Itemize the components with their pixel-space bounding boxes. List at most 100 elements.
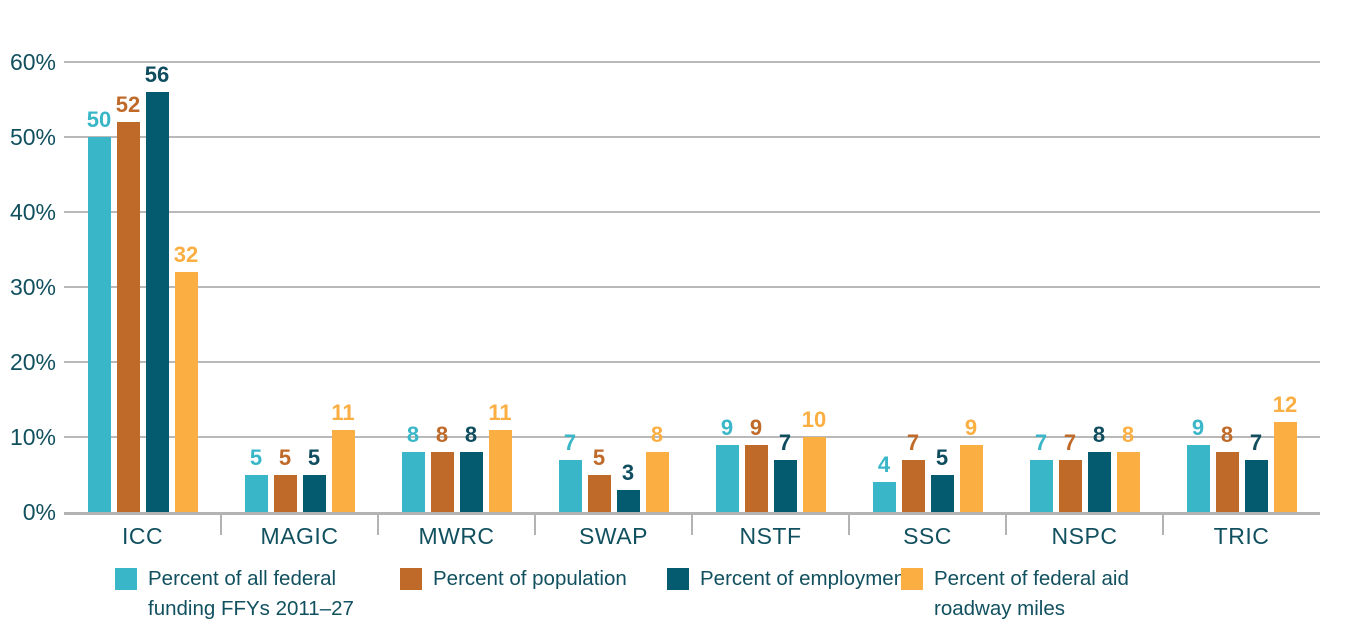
bar-group-nstf: 9 9 7 10 bbox=[692, 62, 849, 512]
legend-label: Percent of employment bbox=[700, 564, 911, 594]
legend-label-line: roadway miles bbox=[934, 597, 1066, 620]
legend: Percent of all federal funding FFYs 2011–… bbox=[0, 564, 1354, 628]
bar-roadway-miles-magic: 11 bbox=[331, 400, 355, 512]
value-label: 7 bbox=[1063, 429, 1077, 455]
legend-item-roadway-miles: Percent of federal aid roadway miles bbox=[901, 564, 1129, 624]
x-axis-tick bbox=[220, 515, 222, 535]
value-label: 10 bbox=[801, 407, 827, 432]
value-label: 7 bbox=[1249, 429, 1263, 455]
y-axis-tick-label: 10% bbox=[9, 424, 56, 450]
bar-employment-icc: 56 bbox=[145, 62, 169, 512]
bar-federal-funding-icc: 50 bbox=[87, 107, 111, 512]
bar-group-mwrc: 8 8 8 11 bbox=[378, 62, 535, 512]
y-axis-tick-label: 40% bbox=[9, 199, 56, 225]
legend-item-federal-funding: Percent of all federal funding FFYs 2011–… bbox=[115, 564, 354, 624]
bar-employment-swap: 3 bbox=[616, 460, 640, 512]
legend-label-line: Percent of all federal bbox=[148, 567, 337, 590]
legend-swatch bbox=[400, 568, 422, 590]
y-axis-tick-label: 50% bbox=[9, 124, 56, 150]
value-label: 8 bbox=[435, 422, 449, 447]
x-axis-ticks bbox=[64, 512, 1320, 536]
y-axis-tick-label: 0% bbox=[22, 499, 56, 525]
value-label: 8 bbox=[464, 422, 478, 447]
bar-employment-mwrc: 8 bbox=[459, 422, 483, 512]
value-label: 11 bbox=[331, 399, 355, 425]
category-label-nspc: NSPC bbox=[1051, 523, 1118, 549]
bar-population-magic: 5 bbox=[273, 445, 297, 512]
legend-item-employment: Percent of employment bbox=[667, 564, 911, 594]
bar-roadway-miles-tric: 12 bbox=[1273, 392, 1297, 512]
bar-employment-tric: 7 bbox=[1244, 430, 1268, 512]
y-axis-tick-label: 60% bbox=[9, 49, 56, 75]
value-label: 9 bbox=[964, 414, 978, 440]
value-label: 3 bbox=[621, 459, 635, 485]
gridline-20 bbox=[64, 361, 1320, 363]
x-axis-tick bbox=[848, 515, 850, 535]
gridline-40 bbox=[64, 211, 1320, 213]
bar-federal-funding-magic: 5 bbox=[244, 445, 268, 512]
value-label: 8 bbox=[1092, 422, 1106, 447]
bar-employment-nstf: 7 bbox=[773, 430, 797, 512]
value-label: 5 bbox=[592, 444, 606, 470]
bar-federal-funding-nspc: 7 bbox=[1029, 430, 1053, 512]
gridline-30 bbox=[64, 286, 1320, 288]
value-label: 5 bbox=[935, 444, 949, 470]
bar-population-mwrc: 8 bbox=[430, 422, 454, 512]
bar-group-magic: 5 5 5 11 bbox=[221, 62, 378, 512]
bar-groups: 50 52 56 32 5 5 5 11 8 8 8 11 7 5 3 8 9 9 7 10 4 7 5 9 7 7 8 8 9 8 7 12 bbox=[64, 62, 1320, 512]
bar-population-nstf: 9 bbox=[744, 415, 768, 512]
bar-roadway-miles-mwrc: 11 bbox=[488, 400, 512, 512]
bar-roadway-miles-swap: 8 bbox=[645, 422, 669, 512]
bar-employment-magic: 5 bbox=[302, 445, 326, 512]
value-label: 7 bbox=[563, 429, 577, 455]
value-label: 7 bbox=[778, 429, 792, 455]
category-label-magic: MAGIC bbox=[260, 523, 339, 549]
bar-federal-funding-swap: 7 bbox=[558, 430, 582, 512]
value-label: 5 bbox=[307, 444, 321, 470]
value-label: 7 bbox=[906, 429, 920, 455]
legend-label-line: Percent of population bbox=[433, 567, 627, 590]
value-label: 9 bbox=[1191, 414, 1205, 440]
legend-label-line: Percent of employment bbox=[700, 567, 911, 590]
legend-label-line: funding FFYs 2011–27 bbox=[148, 597, 354, 620]
bar-roadway-miles-nstf: 10 bbox=[802, 407, 826, 512]
legend-swatch bbox=[115, 568, 137, 590]
value-label: 12 bbox=[1272, 392, 1298, 417]
x-axis-tick bbox=[534, 515, 536, 535]
y-axis-tick-label: 20% bbox=[9, 349, 56, 375]
y-axis-tick-label: 30% bbox=[9, 274, 56, 300]
category-label-mwrc: MWRC bbox=[418, 523, 495, 549]
value-label: 8 bbox=[1220, 422, 1234, 447]
value-label: 32 bbox=[173, 242, 199, 267]
x-axis-tick bbox=[1005, 515, 1007, 535]
bar-population-ssc: 7 bbox=[901, 430, 925, 512]
legend-swatch bbox=[667, 568, 689, 590]
category-label-nstf: NSTF bbox=[739, 523, 802, 549]
value-label: 7 bbox=[1034, 429, 1048, 455]
bar-federal-funding-nstf: 9 bbox=[715, 415, 739, 512]
category-label-icc: ICC bbox=[121, 523, 164, 549]
value-label: 8 bbox=[406, 422, 420, 447]
value-label: 52 bbox=[115, 92, 141, 117]
gridline-60 bbox=[64, 61, 1320, 63]
bar-population-icc: 52 bbox=[116, 92, 140, 512]
bar-population-nspc: 7 bbox=[1058, 430, 1082, 512]
value-label: 9 bbox=[749, 414, 763, 440]
gridline-50 bbox=[64, 136, 1320, 138]
bar-employment-nspc: 8 bbox=[1087, 422, 1111, 512]
bar-federal-funding-ssc: 4 bbox=[872, 452, 896, 512]
x-axis-tick bbox=[691, 515, 693, 535]
bar-roadway-miles-icc: 32 bbox=[174, 242, 198, 512]
category-label-ssc: SSC bbox=[903, 523, 952, 549]
value-label: 5 bbox=[249, 444, 263, 470]
value-label: 50 bbox=[86, 107, 112, 132]
bar-employment-ssc: 5 bbox=[930, 445, 954, 512]
x-axis-category-labels: ICC MAGIC MWRC SWAP NSTF SSC NSPC TRIC bbox=[64, 523, 1320, 550]
bar-population-swap: 5 bbox=[587, 445, 611, 512]
y-axis: 60% 50% 40% 30% 20% 10% 0% bbox=[0, 49, 56, 525]
bar-federal-funding-tric: 9 bbox=[1186, 415, 1210, 512]
